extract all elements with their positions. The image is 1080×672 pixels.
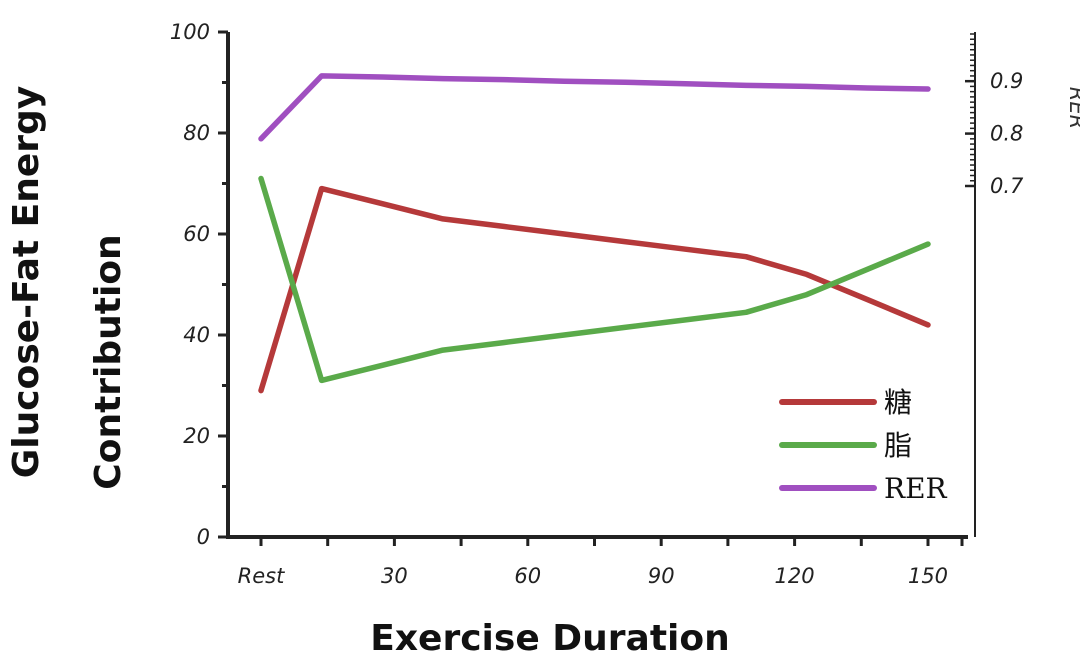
x-tick-label: 90 [648, 564, 675, 588]
y2-tick-label: 0.7 [990, 174, 1024, 198]
legend-label-2: 脂 [884, 429, 912, 462]
y-tick-label: 80 [183, 121, 210, 145]
x-tick-label: 30 [381, 564, 408, 588]
y2-tick-label: 0.9 [990, 69, 1023, 93]
y-tick-label: 20 [183, 424, 210, 448]
legend: 糖脂 RER [779, 386, 948, 505]
y-tick-label: 100 [170, 20, 210, 44]
y-tick-label: 60 [183, 222, 210, 246]
y-tick-label: 0 [197, 525, 210, 549]
series-lines [258, 73, 931, 394]
y-tick-label: 40 [183, 323, 210, 347]
series-line-3 [258, 73, 931, 142]
x-tick-label: 150 [908, 564, 948, 588]
x-tick-label: 60 [514, 564, 541, 588]
legend-label-3: RER [884, 472, 948, 505]
axes [218, 30, 976, 546]
y-axis-title-line-1: Glucose-Fat Energy [6, 86, 47, 479]
legend-label-1: 糖 [884, 386, 912, 419]
series-line-1 [258, 185, 931, 394]
y2-axis-title: RER [1065, 87, 1080, 129]
series-line-2 [258, 175, 931, 384]
y2-tick-label: 0.8 [990, 122, 1023, 146]
x-tick-label: 120 [775, 564, 815, 588]
x-tick-label: Rest [238, 564, 285, 588]
x-axis-title: Exercise Duration [370, 618, 730, 659]
tick-labels: 0 20 40 60 80 100 0.7 0.8 0.9 Rest 30 60 90 120 150 [170, 20, 1024, 588]
y-axis-title-line-2: Contribution [88, 234, 129, 489]
